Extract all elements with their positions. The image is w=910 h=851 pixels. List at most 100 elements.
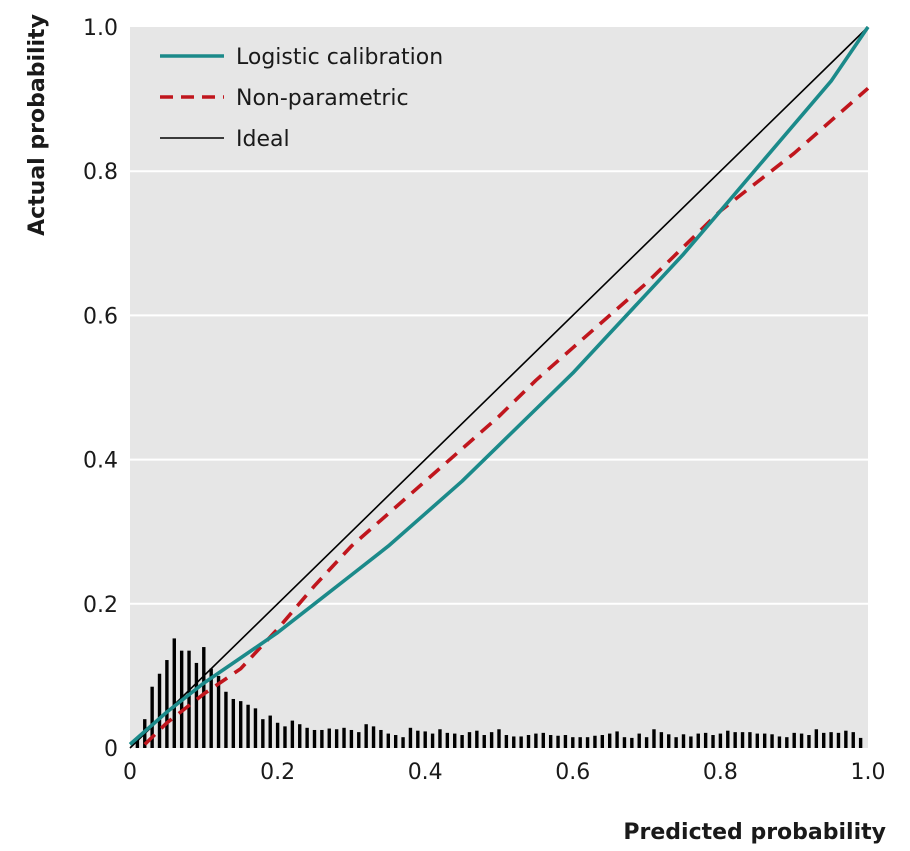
histogram-bar [755, 733, 759, 748]
histogram-bar [541, 732, 545, 748]
histogram-bar [202, 647, 206, 748]
histogram-bar [726, 730, 730, 748]
histogram-bar [423, 731, 427, 748]
histogram-bar [519, 736, 523, 748]
histogram-bar [844, 730, 848, 748]
histogram-bar [548, 735, 553, 748]
gridlines [130, 170, 868, 605]
x-tick-label: 0.4 [408, 760, 443, 785]
histogram-bar [253, 708, 258, 748]
y-tick-label: 0 [104, 737, 118, 762]
histogram-bar [224, 691, 228, 748]
y-tick-label: 0.4 [83, 449, 118, 474]
histogram-bar [534, 733, 538, 748]
histogram-bar [157, 673, 162, 748]
legend-label: Logistic calibration [236, 45, 443, 70]
histogram-bar [512, 736, 516, 748]
histogram-bar [608, 733, 612, 748]
histogram-bar [290, 720, 295, 748]
histogram-bar [644, 737, 649, 748]
histogram-bar [785, 737, 789, 748]
histogram-bar [438, 729, 442, 748]
histogram-bar [792, 732, 796, 748]
histogram-bar [770, 734, 774, 748]
histogram-bar [386, 733, 390, 748]
histogram-bar [622, 737, 627, 748]
histogram-bar [762, 733, 767, 748]
histogram-bar [231, 698, 236, 748]
x-tick-label: 0.8 [703, 760, 738, 785]
histogram-bar [689, 736, 693, 748]
histogram-bar [379, 729, 383, 748]
histogram-bar [733, 732, 737, 748]
histogram-bar [327, 728, 331, 748]
histogram-bar [585, 737, 590, 748]
histogram-bar [504, 735, 509, 748]
y-tick-label: 1.0 [83, 16, 118, 41]
histogram-bar [851, 732, 855, 748]
histogram-bar [165, 660, 169, 748]
histogram-bar [275, 722, 280, 748]
histogram-bar [858, 737, 863, 748]
histogram-bar [556, 735, 560, 748]
histogram-bar [334, 729, 339, 748]
histogram-bar [475, 730, 479, 748]
histogram-bar [799, 733, 804, 748]
histogram-bar [320, 729, 324, 748]
histogram-bar [807, 735, 811, 748]
histogram-bar [416, 730, 420, 748]
x-tick-label: 0 [123, 760, 137, 785]
histogram-bar [630, 737, 634, 748]
histogram-bar [526, 735, 531, 748]
histogram-bar [305, 727, 309, 748]
y-axis-label: Actual probability [25, 14, 50, 236]
histogram-bar [667, 734, 671, 748]
histogram-bar [659, 732, 664, 748]
series-line-logistic-calibration [128, 25, 870, 746]
y-axis-ticks: 0 0.2 0.4 0.6 0.8 1.0 [83, 16, 118, 762]
histogram-bar [615, 731, 619, 748]
histogram-bar [453, 733, 457, 748]
histogram-bar [364, 724, 368, 748]
histogram-bar [571, 737, 575, 748]
legend: Logistic calibration Non-parametric Ideal [160, 45, 443, 152]
histogram-bar [829, 732, 833, 748]
histogram-bar [674, 737, 678, 748]
histogram-bar [696, 733, 700, 748]
histogram-bar [312, 729, 317, 748]
histogram-bar [216, 675, 221, 748]
histogram-bar [194, 662, 199, 748]
histogram-bar [172, 638, 176, 748]
histogram-bar [187, 650, 191, 748]
histogram-bar [349, 729, 354, 748]
histogram-bar [430, 733, 435, 748]
histogram-bar [135, 739, 140, 748]
histogram-bar [261, 719, 265, 748]
y-tick-label: 0.8 [83, 160, 118, 185]
histogram-bar [408, 727, 413, 748]
histogram-bar [711, 735, 715, 748]
x-tick-label: 1.0 [851, 760, 886, 785]
histogram-bar [445, 732, 450, 748]
histogram-bar [578, 737, 582, 748]
histogram-bar [239, 701, 243, 748]
histogram-bar [268, 715, 272, 748]
histogram-bar [652, 729, 656, 748]
histogram-bar [777, 736, 782, 748]
histogram-bar [593, 735, 597, 748]
histogram-bar [681, 734, 686, 748]
legend-label: Non-parametric [236, 86, 409, 111]
series-line-ideal [129, 26, 869, 749]
histogram-bar [298, 724, 302, 748]
legend-label: Ideal [236, 127, 290, 152]
histogram-bar [748, 732, 752, 748]
x-tick-label: 0.6 [555, 760, 590, 785]
histogram-bar [150, 686, 154, 748]
x-axis-ticks: 0 0.2 0.4 0.6 0.8 1.0 [123, 760, 886, 785]
histogram-bar [740, 732, 745, 748]
prediction-histogram [135, 638, 863, 748]
histogram-bar [401, 737, 405, 748]
x-tick-label: 0.2 [260, 760, 295, 785]
y-tick-label: 0.2 [83, 593, 118, 618]
